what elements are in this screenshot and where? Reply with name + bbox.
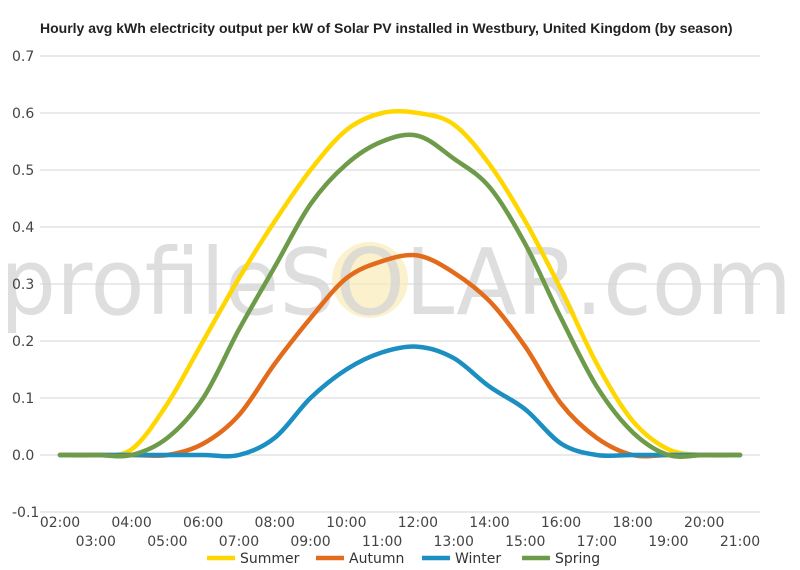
legend-label: Autumn xyxy=(349,551,404,567)
x-tick-label: 16:00 xyxy=(541,515,581,531)
y-tick-label: 0.4 xyxy=(12,220,34,236)
y-tick-label: 0.5 xyxy=(12,163,34,179)
x-tick-label: 20:00 xyxy=(684,515,724,531)
x-tick-label: 18:00 xyxy=(612,515,652,531)
legend: Summer Autumn Winter Spring xyxy=(207,551,600,567)
x-tick-label: 05:00 xyxy=(147,534,187,550)
x-tick-label: 13:00 xyxy=(434,534,474,550)
legend-item-summer: Summer xyxy=(207,551,300,567)
y-tick-label: 0.7 xyxy=(12,49,34,65)
chart-title: Hourly avg kWh electricity output per kW… xyxy=(40,20,733,36)
x-tick-label: 08:00 xyxy=(255,515,295,531)
x-tick-label: 12:00 xyxy=(398,515,438,531)
x-axis-ticks: 02:00 03:00 04:00 05:00 06:00 07:00 08:00 09:00… xyxy=(40,515,760,550)
legend-label: Summer xyxy=(240,551,300,567)
watermark-text: profileSOLAR.com xyxy=(0,229,792,336)
x-tick-label: 09:00 xyxy=(290,534,330,550)
watermark-layer: profileSOLAR.com xyxy=(0,229,792,336)
x-tick-label: 06:00 xyxy=(183,515,223,531)
x-tick-label: 19:00 xyxy=(648,534,688,550)
series-line-summer xyxy=(57,108,743,458)
x-tick-label: 03:00 xyxy=(76,534,116,550)
x-tick-label: 10:00 xyxy=(326,515,366,531)
x-tick-label: 17:00 xyxy=(577,534,617,550)
x-tick-label: 07:00 xyxy=(219,534,259,550)
x-tick-label: 11:00 xyxy=(362,534,402,550)
y-tick-label: 0.6 xyxy=(12,106,34,122)
legend-item-winter: Winter xyxy=(422,551,501,567)
legend-item-autumn: Autumn xyxy=(316,551,404,567)
legend-label: Winter xyxy=(455,551,501,567)
x-tick-label: 04:00 xyxy=(111,515,151,531)
x-tick-label: 21:00 xyxy=(720,534,760,550)
y-tick-label: -0.1 xyxy=(12,505,39,521)
x-tick-label: 14:00 xyxy=(469,515,509,531)
x-tick-label: 15:00 xyxy=(505,534,545,550)
y-tick-label: 0.1 xyxy=(12,391,34,407)
series-lines xyxy=(57,108,743,459)
series-line-spring xyxy=(57,132,743,459)
y-axis-ticks: 0.7 0.6 0.5 0.4 0.3 0.2 0.1 0.0 -0.1 xyxy=(12,49,39,521)
y-tick-label: 0.0 xyxy=(12,448,34,464)
legend-item-spring: Spring xyxy=(522,551,600,567)
series-line-winter xyxy=(57,344,743,459)
legend-label: Spring xyxy=(555,551,600,567)
y-tick-label: 0.2 xyxy=(12,334,34,350)
x-tick-label: 02:00 xyxy=(40,515,80,531)
y-tick-label: 0.3 xyxy=(12,277,34,293)
